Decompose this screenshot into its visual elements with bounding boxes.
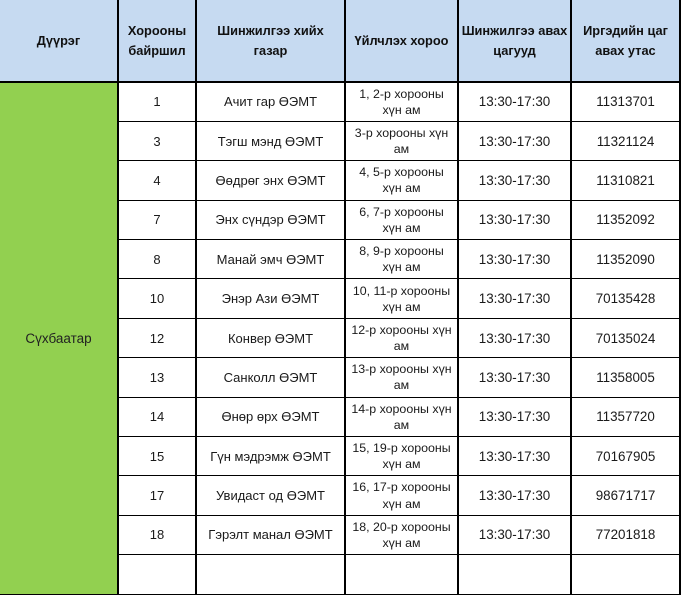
- column-header-location: Хорооны байршил: [117, 0, 197, 83]
- table-row: 8 Манай эмч ӨЭМТ 8, 9-р хорооны хүн ам 1…: [0, 239, 681, 280]
- header-row: Дүүрэг Хорооны байршил Шинжилгээ хийх га…: [0, 0, 681, 83]
- cell-phone: 11321124: [570, 120, 681, 162]
- cell-phone: 11313701: [570, 81, 681, 122]
- table-row: 18 Гэрэлт манал ӨЭМТ 18, 20-р хорооны хү…: [0, 514, 681, 556]
- cell-phone: 70167905: [570, 436, 681, 477]
- cell-place: Санколл ӨЭМТ: [195, 357, 346, 398]
- column-header-district: Дүүрэг: [0, 0, 119, 83]
- cell-phone: 11357720: [570, 396, 681, 438]
- cell-phone: 11352092: [570, 199, 681, 241]
- cell-khoroo: 1, 2-р хорооны хүн ам: [344, 81, 459, 122]
- cell-phone: 11352090: [570, 239, 681, 280]
- cell-empty: [117, 554, 197, 595]
- cell-time: 13:30-17:30: [457, 317, 572, 359]
- cell-location: 17: [117, 475, 197, 516]
- table-row: 4 Өөдрөг энх ӨЭМТ 4, 5-р хорооны хүн ам …: [0, 160, 681, 201]
- table-row: 15 Гүн мэдрэмж ӨЭМТ 15, 19-р хорооны хүн…: [0, 436, 681, 477]
- cell-location: 18: [117, 514, 197, 556]
- cell-location: 14: [117, 396, 197, 438]
- column-header-khoroo: Үйлчлэх хороо: [344, 0, 459, 83]
- cell-empty: [195, 554, 346, 595]
- cell-location: 10: [117, 278, 197, 319]
- cell-location: 15: [117, 436, 197, 477]
- cell-time: 13:30-17:30: [457, 120, 572, 162]
- cell-place: Увидаст од ӨЭМТ: [195, 475, 346, 516]
- cell-time: 13:30-17:30: [457, 475, 572, 516]
- cell-time: 13:30-17:30: [457, 396, 572, 438]
- cell-place: Манай эмч ӨЭМТ: [195, 239, 346, 280]
- table-row: 10 Энэр Ази ӨЭМТ 10, 11-р хорооны хүн ам…: [0, 278, 681, 319]
- table-row: 7 Энх сүндэр ӨЭМТ 6, 7-р хорооны хүн ам …: [0, 199, 681, 241]
- cell-phone: 11358005: [570, 357, 681, 398]
- cell-khoroo: 10, 11-р хорооны хүн ам: [344, 278, 459, 319]
- cell-khoroo: 4, 5-р хорооны хүн ам: [344, 160, 459, 201]
- cell-phone: 70135024: [570, 317, 681, 359]
- cell-time: 13:30-17:30: [457, 239, 572, 280]
- cell-time: 13:30-17:30: [457, 81, 572, 122]
- cell-empty: [570, 554, 681, 595]
- cell-location: 4: [117, 160, 197, 201]
- cell-phone: 77201818: [570, 514, 681, 556]
- table-row: 12 Конвер ӨЭМТ 12-р хорооны хүн ам 13:30…: [0, 317, 681, 359]
- cell-empty: [457, 554, 572, 595]
- table-row: 17 Увидаст од ӨЭМТ 16, 17-р хорооны хүн …: [0, 475, 681, 516]
- cell-place: Конвер ӨЭМТ: [195, 317, 346, 359]
- cell-phone: 11310821: [570, 160, 681, 201]
- cell-place: Гүн мэдрэмж ӨЭМТ: [195, 436, 346, 477]
- cell-place: Өнөр өрх ӨЭМТ: [195, 396, 346, 438]
- cell-place: Энх сүндэр ӨЭМТ: [195, 199, 346, 241]
- cell-location: 8: [117, 239, 197, 280]
- district-cell: Сүхбаатар: [0, 81, 119, 595]
- cell-khoroo: 16, 17-р хорооны хүн ам: [344, 475, 459, 516]
- column-header-phone: Иргэдийн цаг авах утас: [570, 0, 681, 83]
- cell-location: 1: [117, 81, 197, 122]
- cell-location: 12: [117, 317, 197, 359]
- cell-khoroo: 12-р хорооны хүн ам: [344, 317, 459, 359]
- table-row: 3 Тэгш мэнд ӨЭМТ 3-р хорооны хүн ам 13:3…: [0, 120, 681, 162]
- cell-khoroo: 3-р хорооны хүн ам: [344, 120, 459, 162]
- cell-phone: 70135428: [570, 278, 681, 319]
- cell-place: Энэр Ази ӨЭМТ: [195, 278, 346, 319]
- cell-time: 13:30-17:30: [457, 278, 572, 319]
- cell-place: Тэгш мэнд ӨЭМТ: [195, 120, 346, 162]
- column-header-time: Шинжилгээ авах цагууд: [457, 0, 572, 83]
- cell-time: 13:30-17:30: [457, 436, 572, 477]
- cell-khoroo: 15, 19-р хорооны хүн ам: [344, 436, 459, 477]
- cell-time: 13:30-17:30: [457, 199, 572, 241]
- cell-phone: 98671717: [570, 475, 681, 516]
- cell-place: Өөдрөг энх ӨЭМТ: [195, 160, 346, 201]
- cell-location: 13: [117, 357, 197, 398]
- table-row: 14 Өнөр өрх ӨЭМТ 14-р хорооны хүн ам 13:…: [0, 396, 681, 438]
- table-row: 13 Санколл ӨЭМТ 13-р хорооны хүн ам 13:3…: [0, 357, 681, 398]
- cell-time: 13:30-17:30: [457, 514, 572, 556]
- cell-place: Гэрэлт манал ӨЭМТ: [195, 514, 346, 556]
- cell-location: 3: [117, 120, 197, 162]
- column-header-place: Шинжилгээ хийх газар: [195, 0, 346, 83]
- cell-time: 13:30-17:30: [457, 160, 572, 201]
- table-row: Сүхбаатар 1 Ачит гар ӨЭМТ 1, 2-р хорооны…: [0, 81, 681, 595]
- cell-khoroo: 13-р хорооны хүн ам: [344, 357, 459, 398]
- cell-khoroo: 8, 9-р хорооны хүн ам: [344, 239, 459, 280]
- cell-khoroo: 18, 20-р хорооны хүн ам: [344, 514, 459, 556]
- cell-khoroo: 14-р хорооны хүн ам: [344, 396, 459, 438]
- cell-location: 7: [117, 199, 197, 241]
- cell-place: Ачит гар ӨЭМТ: [195, 81, 346, 122]
- cell-time: 13:30-17:30: [457, 357, 572, 398]
- cell-empty: [344, 554, 459, 595]
- cell-khoroo: 6, 7-р хорооны хүн ам: [344, 199, 459, 241]
